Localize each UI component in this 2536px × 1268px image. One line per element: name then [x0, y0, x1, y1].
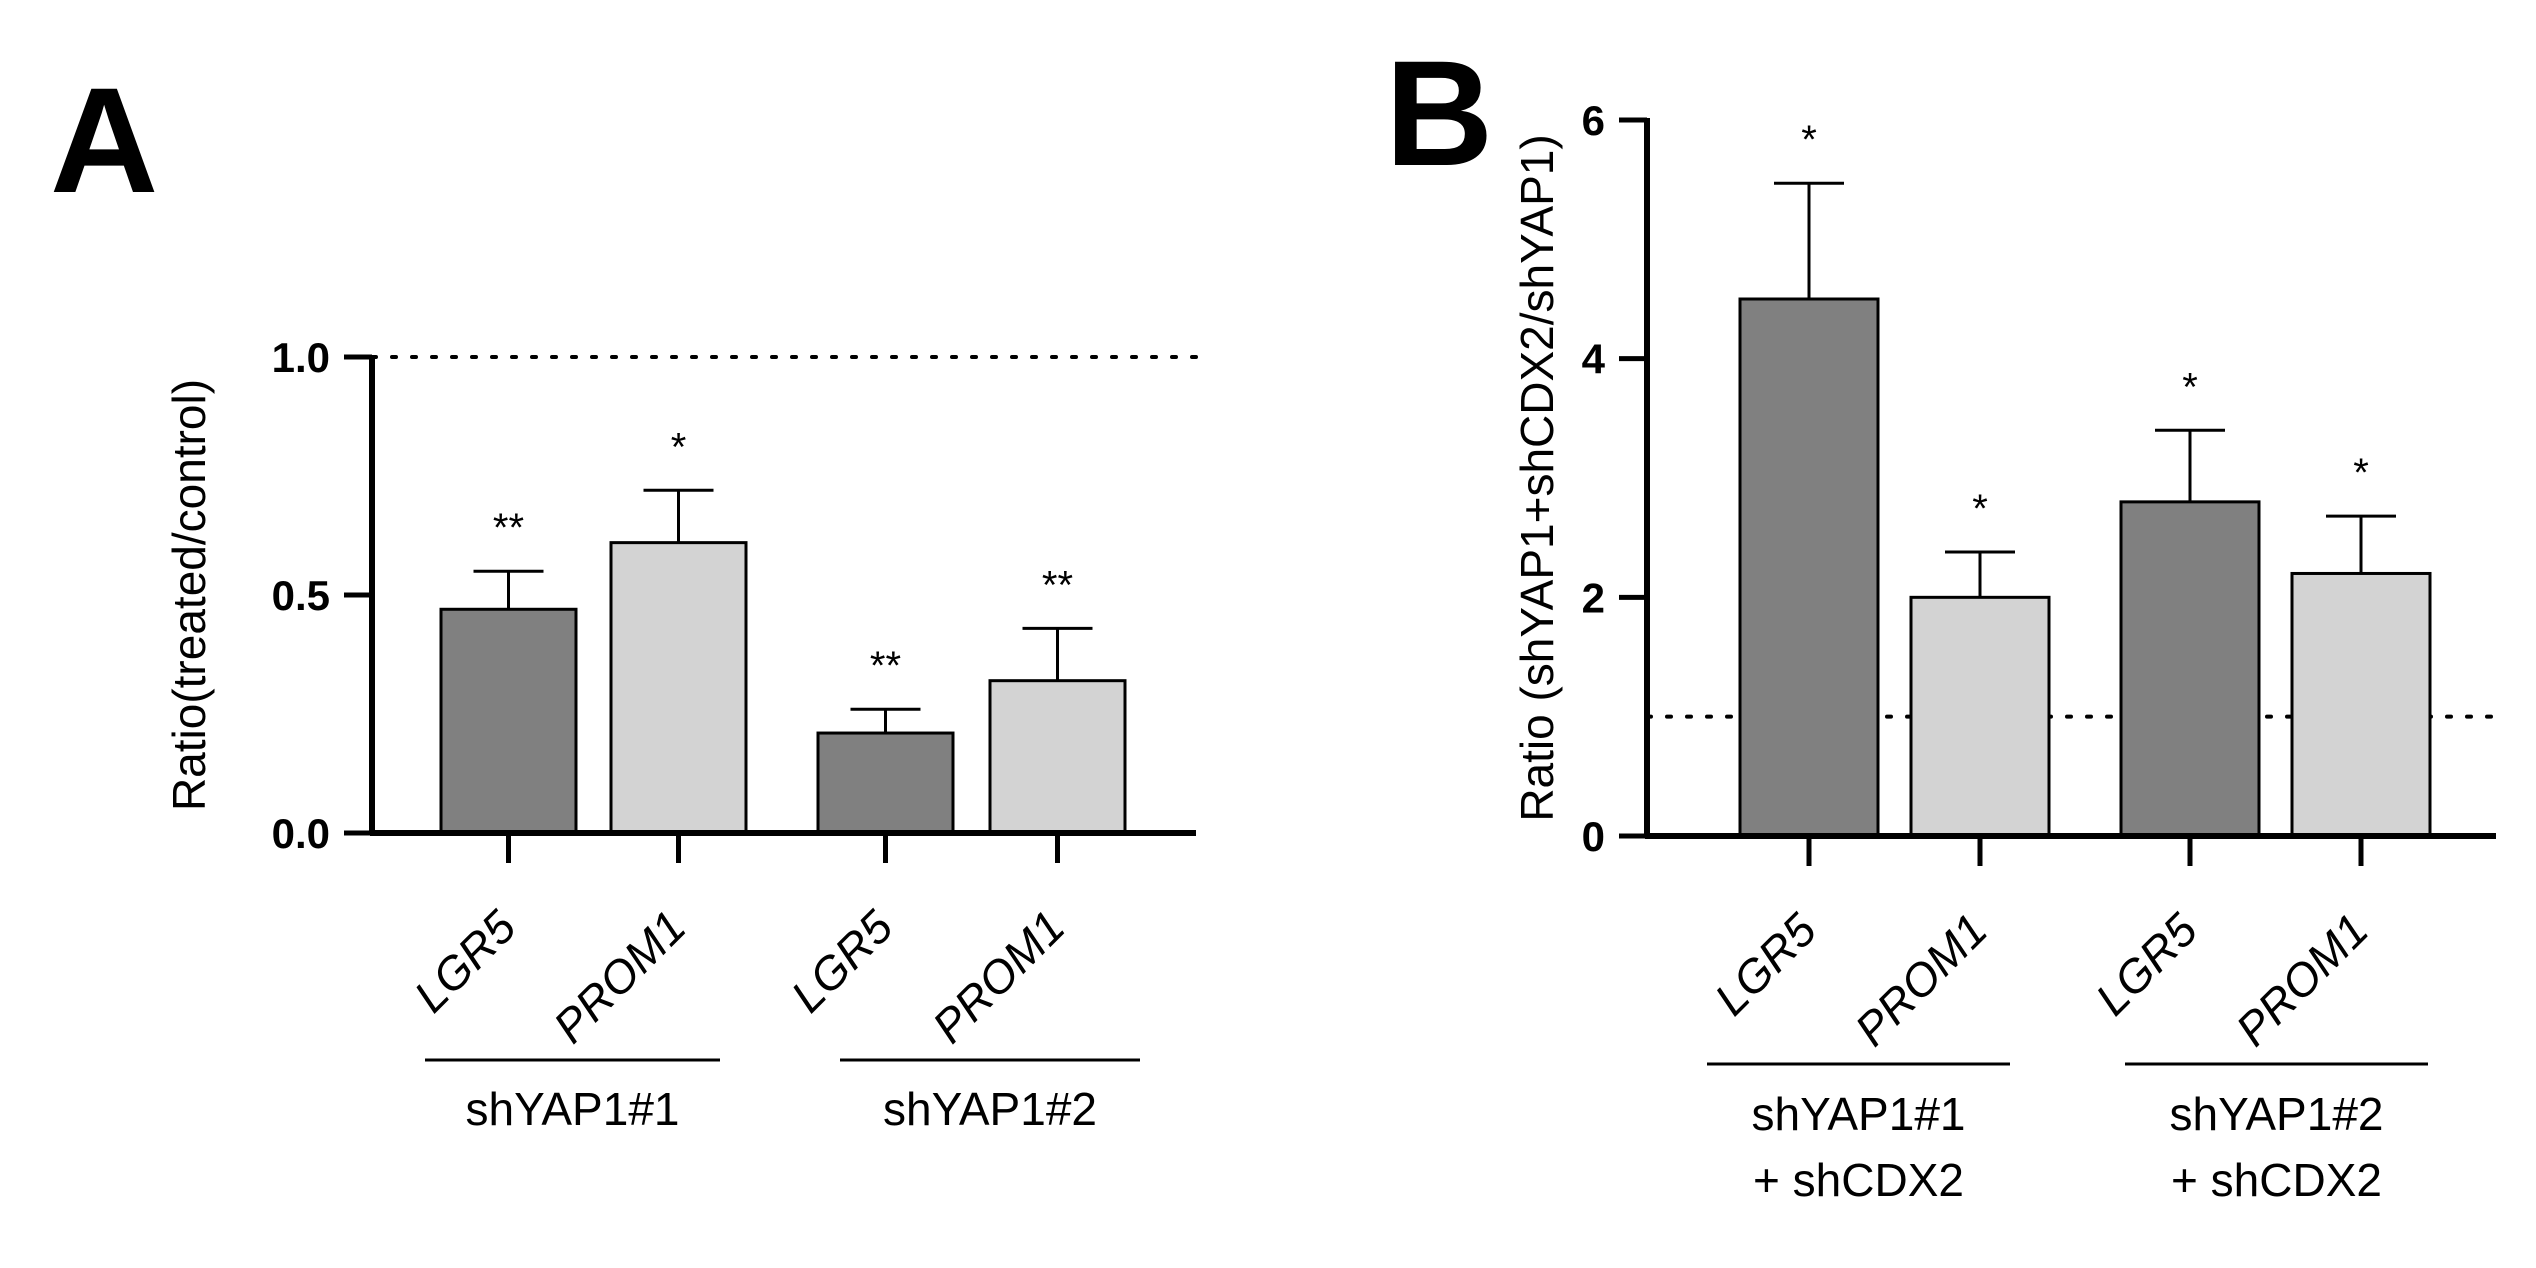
panel-a-bar-0 — [439, 607, 578, 835]
panel-a-group-label-0-0: shYAP1#1 — [466, 1083, 680, 1135]
panel-b-group-label-0-0: shYAP1#1 — [1752, 1088, 1966, 1140]
panel-b-significance-3: * — [2353, 451, 2369, 495]
panel-a-category-label-3: PROM1 — [922, 900, 1074, 1052]
panel-b-bar-1 — [1909, 595, 2051, 838]
panel-b-significance-2: * — [2182, 365, 2198, 409]
panel-a-significance-1: * — [671, 425, 687, 469]
panel-b-ytick-label-3: 6 — [1582, 97, 1605, 144]
panel-b-ytick-label-2: 4 — [1582, 336, 1606, 383]
panel-a-y-axis-title: Ratio(treated/control) — [163, 379, 215, 811]
panel-b-group-label-0-1: + shCDX2 — [1753, 1154, 1964, 1206]
panel-a-group-label-1-0: shYAP1#2 — [883, 1083, 1097, 1135]
panel-a-ytick-label-2: 1.0 — [272, 334, 330, 381]
panel-a-bar-3 — [988, 679, 1127, 835]
panel-b-significance-1: * — [1972, 487, 1988, 531]
panel-b-y-axis-title: Ratio (shYAP1+shCDX2/shYAP1) — [1511, 134, 1563, 821]
panel-b-bar-3 — [2290, 571, 2432, 838]
panel-b-ytick-label-0: 0 — [1582, 813, 1605, 860]
panel-a-letter: A — [50, 56, 158, 224]
panel-b-category-label-0: LGR5 — [1704, 903, 1826, 1025]
panel-b-group-label-1-0: shYAP1#2 — [2170, 1088, 2384, 1140]
panel-a-category-label-0: LGR5 — [404, 900, 526, 1022]
panel-a-significance-2: ** — [870, 644, 901, 688]
panel-b-letter: B — [1385, 29, 1493, 197]
panel-a-category-label-2: LGR5 — [781, 900, 903, 1022]
panel-a-bar-1 — [609, 541, 748, 835]
panel-a-ytick-label-0: 0.0 — [272, 810, 330, 857]
panel-a-significance-3: ** — [1042, 563, 1073, 607]
panel-a-significance-0: ** — [493, 506, 524, 550]
panel-b-category-label-2: LGR5 — [2085, 903, 2207, 1025]
panel-a-ytick-label-1: 0.5 — [272, 572, 330, 619]
panel-b-bar-2 — [2119, 500, 2261, 838]
panel-b-category-label-3: PROM1 — [2226, 903, 2378, 1055]
panel-b-ytick-label-1: 2 — [1582, 574, 1605, 621]
panel-b-group-label-1-1: + shCDX2 — [2171, 1154, 2382, 1206]
panel-b-significance-0: * — [1801, 118, 1817, 162]
panel-a-bar-2 — [816, 731, 955, 835]
panel-b-bar-0 — [1738, 297, 1880, 838]
panel-a-category-label-1: PROM1 — [543, 900, 695, 1052]
panel-b-category-label-1: PROM1 — [1845, 903, 1997, 1055]
